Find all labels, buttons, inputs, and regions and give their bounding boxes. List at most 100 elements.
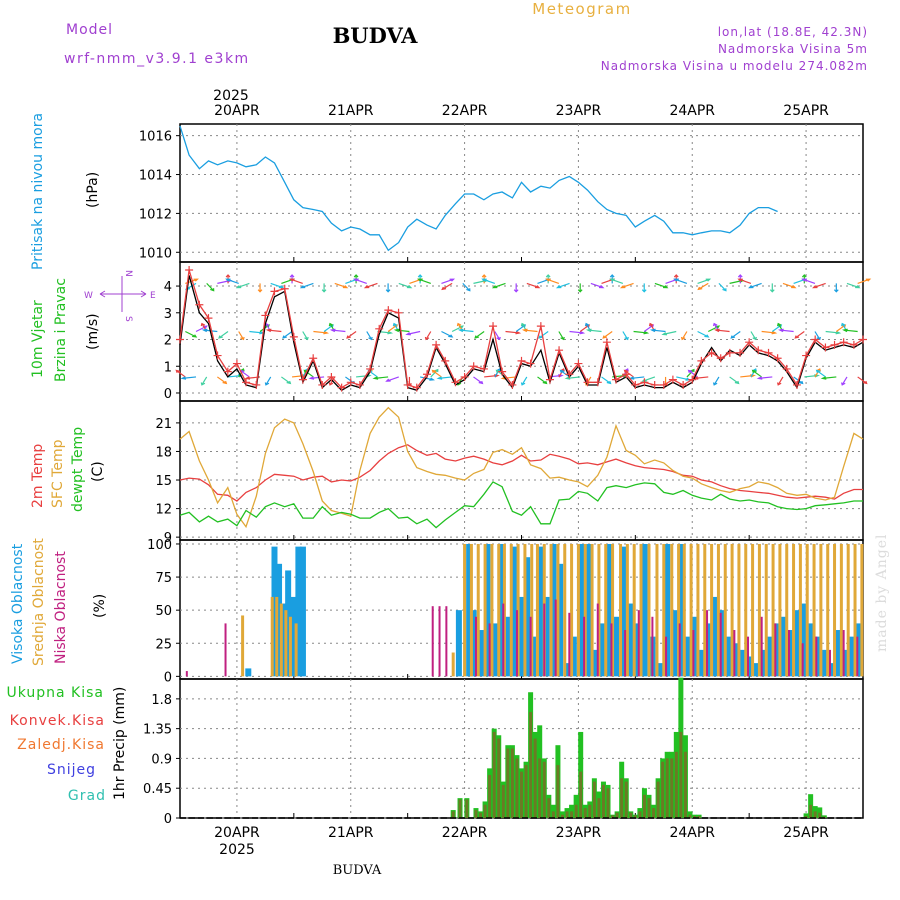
y-tick-label: 4	[164, 280, 172, 295]
bar-visoka-oblacnost	[550, 543, 557, 677]
bar-visoka-oblacnost	[524, 557, 531, 677]
cloud-ylabel-3: Niska Oblacnost	[53, 551, 69, 664]
bar-konvek-kisa	[661, 761, 665, 818]
bar-srednja-oblacnost	[778, 543, 782, 677]
wind-arrow	[779, 329, 794, 333]
bar-niska-oblacnost	[774, 623, 777, 677]
wind-arrow-head	[680, 336, 686, 341]
wind-arrow-head	[584, 322, 590, 327]
wind-arrow-head	[387, 330, 394, 335]
gust-marker	[508, 380, 517, 389]
bar-niska-oblacnost	[554, 599, 557, 677]
bar-niska-oblacnost	[815, 636, 818, 677]
bar-srednja-oblacnost	[294, 623, 298, 677]
wind-arrow-head	[201, 328, 208, 333]
wind-arrow	[758, 376, 773, 379]
bar-visoka-oblacnost	[280, 603, 287, 677]
bar-srednja-oblacnost	[677, 543, 681, 677]
bar-srednja-oblacnost	[590, 543, 594, 677]
y-tick-label: 25	[155, 637, 172, 652]
wind-arrow	[558, 368, 565, 378]
gust-marker	[204, 314, 213, 323]
wind-arrow	[441, 330, 453, 338]
wind-arrow-head	[820, 376, 827, 380]
y-tick-label: 3	[164, 307, 172, 322]
bar-srednja-oblacnost	[670, 543, 674, 677]
bar-visoka-oblacnost	[725, 636, 732, 677]
bar-srednja-oblacnost	[792, 543, 796, 677]
wind-arrow-head	[393, 328, 400, 333]
y-tick-label: 1.8	[151, 693, 172, 708]
bar-visoka-oblacnost	[627, 603, 634, 677]
wind-arrow	[282, 331, 293, 339]
wind-arrow-head	[812, 285, 818, 289]
wind-arrow-head	[801, 274, 807, 278]
wind-arrow-head	[585, 328, 592, 333]
bar-konvek-kisa	[597, 798, 601, 818]
wind-arrow-head	[555, 285, 562, 289]
bar-srednja-oblacnost	[275, 596, 279, 677]
wind-arrow-head	[457, 328, 464, 333]
temp-ylabel-1: 2m Temp	[30, 444, 46, 508]
bar-srednja-oblacnost	[625, 543, 629, 677]
bar-niska-oblacnost	[568, 612, 571, 677]
wind-arrow	[270, 282, 284, 289]
wind-arrow-head	[606, 380, 612, 385]
wind-arrow-head	[752, 336, 757, 341]
bar-srednja-oblacnost	[279, 603, 283, 677]
wind-arrow-head	[278, 285, 285, 289]
bar-konvek-kisa	[670, 758, 674, 818]
bar-visoka-oblacnost	[271, 546, 278, 677]
bar-niska-oblacnost	[637, 610, 640, 677]
gust-marker	[498, 367, 507, 376]
legend-ukupna: Ukupna Kisa	[6, 685, 104, 701]
wind-arrow	[654, 282, 668, 289]
wind-arrow	[523, 329, 538, 333]
wind-arrow-head	[299, 285, 306, 289]
gust-marker	[679, 380, 688, 389]
bar-visoka-oblacnost	[773, 623, 780, 677]
precip-legend: Ukupna Kisa Konvek.Kisa Zaledj.Kisa Snij…	[6, 685, 105, 804]
y-tick-label: 0.9	[151, 752, 172, 767]
gust-marker	[849, 340, 858, 349]
bar-konvek-kisa	[652, 808, 656, 818]
gust-marker	[792, 380, 801, 389]
wind-arrow	[681, 331, 688, 340]
top-day-label: 23APR	[556, 103, 602, 119]
bar-konvek-kisa	[492, 731, 496, 818]
bar-niska-oblacnost	[529, 616, 532, 677]
bar-visoka-oblacnost	[677, 543, 684, 677]
gust-marker	[611, 375, 620, 384]
bar-srednja-oblacnost	[639, 543, 643, 677]
wind-arrow-head	[289, 278, 295, 282]
gust-marker	[223, 367, 232, 376]
wind-arrow-head	[623, 369, 629, 374]
wind-arrow-head	[417, 274, 423, 278]
gust-marker	[403, 380, 412, 389]
top-day-label: 20APR	[214, 103, 260, 119]
bar-konvek-kisa	[547, 798, 551, 818]
wind-arrow-head	[815, 369, 821, 374]
bar-visoka-oblacnost	[814, 636, 821, 677]
wind-arrow-head	[661, 332, 668, 336]
bar-konvek-kisa	[647, 798, 651, 818]
bar-konvek-kisa	[529, 712, 533, 818]
bar-srednja-oblacnost	[751, 543, 755, 677]
gust-marker	[213, 351, 222, 360]
bar-konvek-kisa	[601, 784, 605, 818]
wind-arrow	[482, 278, 496, 284]
wind-arrow-head	[308, 376, 315, 380]
bar-srednja-oblacnost	[451, 652, 455, 677]
wind-arrow-head	[542, 380, 548, 385]
bar-visoka-oblacnost	[564, 663, 571, 677]
bar-konvek-kisa	[458, 799, 462, 818]
gust-marker	[754, 346, 763, 355]
top-day-label: 22APR	[442, 103, 488, 119]
wind-arrow-head	[756, 376, 763, 380]
wind-arrow	[569, 330, 584, 334]
wind-arrow	[304, 370, 314, 378]
bar-niska-oblacnost	[431, 606, 434, 677]
bar-srednja-oblacnost	[535, 543, 539, 677]
wind-arrow-head	[240, 336, 245, 341]
temp-ylabel-2: SFC Temp	[50, 439, 66, 508]
